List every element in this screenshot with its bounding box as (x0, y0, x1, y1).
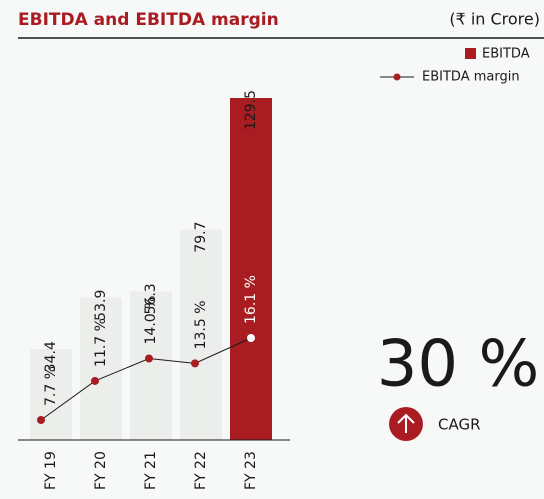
margin-label: 14.0 % (143, 296, 159, 345)
bar (80, 297, 122, 440)
x-tick-label: FY 19 (43, 451, 59, 490)
margin-label: 13.5 % (193, 300, 209, 349)
chart-title: EBITDA and EBITDA margin (18, 10, 279, 30)
legend-marker (393, 73, 401, 81)
cagr-arrow (397, 413, 415, 433)
bar (130, 291, 172, 440)
legend-swatch (465, 48, 476, 59)
bar (180, 229, 222, 440)
legend-label: EBITDA margin (422, 70, 520, 85)
x-tick-label: FY 21 (143, 451, 159, 490)
margin-label: 7.7 % (43, 366, 59, 406)
margin-label: 11.7 % (93, 318, 109, 367)
margin-marker (247, 334, 255, 342)
legend-label: EBITDA (482, 47, 530, 62)
x-tick-label: FY 23 (243, 451, 259, 490)
x-tick-label: FY 22 (193, 451, 209, 490)
bar (230, 98, 272, 440)
value-label: 56.3 (143, 283, 159, 314)
value-label: 34.4 (43, 341, 59, 372)
margin-marker (91, 376, 99, 385)
value-label: 53.9 (93, 290, 109, 321)
margin-marker (145, 354, 153, 363)
cagr-value: 30 % (377, 328, 540, 402)
value-label: 79.7 (193, 222, 209, 253)
margin-marker (191, 359, 199, 368)
cagr-label: CAGR (438, 416, 481, 434)
bar (30, 349, 72, 440)
margin-label: 16.1 % (243, 275, 259, 324)
unit-label: (₹ in Crore) (449, 10, 540, 29)
value-label: 129.5 (243, 90, 259, 130)
margin-marker (37, 416, 45, 424)
x-tick-label: FY 20 (93, 451, 109, 490)
